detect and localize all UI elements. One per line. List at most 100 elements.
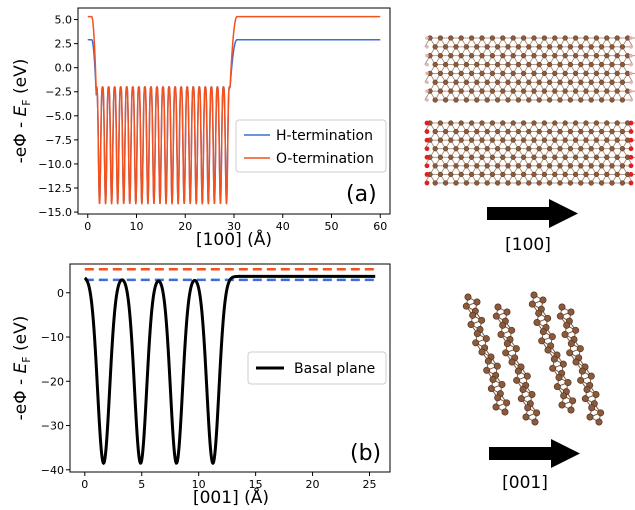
atom <box>567 79 574 85</box>
legend-basal-label: Basal plane <box>294 361 375 377</box>
atom <box>562 88 568 94</box>
atom <box>544 346 552 354</box>
atom <box>437 35 444 41</box>
atom <box>614 171 620 178</box>
atom <box>489 137 496 143</box>
atom <box>463 128 470 135</box>
atom <box>437 154 444 160</box>
atom <box>572 154 579 160</box>
atom <box>614 53 620 59</box>
atom <box>432 97 438 103</box>
atom <box>557 61 563 68</box>
atom <box>500 154 506 160</box>
atom <box>572 35 579 41</box>
atom <box>484 128 490 135</box>
panel-b-ytick-label: −20 <box>41 375 64 388</box>
atom <box>494 163 501 169</box>
atom <box>526 61 532 68</box>
atom <box>531 35 537 41</box>
atom <box>588 163 594 169</box>
atom <box>564 378 572 386</box>
atom <box>538 337 546 345</box>
atom <box>592 390 600 398</box>
atom <box>463 97 470 103</box>
atom <box>569 397 577 405</box>
panel-a-xlabel: [100] (Å) <box>196 228 272 250</box>
atom <box>514 367 522 375</box>
panel-b-xtick-label: 15 <box>249 478 263 491</box>
atom <box>482 335 490 343</box>
atom <box>552 137 558 143</box>
atom <box>572 53 579 59</box>
atom <box>437 120 444 126</box>
atom <box>588 61 594 68</box>
atom <box>604 70 610 77</box>
atom <box>572 120 579 126</box>
atom <box>458 53 464 59</box>
atom <box>553 383 561 391</box>
atom <box>453 61 459 68</box>
termination-atom <box>629 45 633 49</box>
termination-atom <box>425 62 429 67</box>
atom <box>498 380 506 388</box>
atom <box>515 180 522 186</box>
termination-atom <box>629 62 633 67</box>
termination-atom <box>628 146 634 152</box>
atom <box>552 154 558 160</box>
atom <box>508 326 516 334</box>
atom <box>512 345 520 353</box>
atom <box>531 154 537 160</box>
termination-atom <box>425 36 429 40</box>
atom <box>489 35 496 41</box>
atom <box>520 53 527 59</box>
atom <box>489 154 496 160</box>
panel-a-ticks: 0 10 20 30 40 50 60 5.0 2.5 0.0 −2.5 −5.0 −7.5 −10.0 −… <box>38 14 387 233</box>
atom <box>546 97 553 103</box>
termination-atom <box>425 89 429 93</box>
atom <box>515 163 522 169</box>
atom <box>458 154 464 160</box>
atom <box>609 163 615 169</box>
atom <box>595 418 603 426</box>
atom <box>619 146 626 152</box>
atom <box>474 128 480 135</box>
atom <box>474 163 480 169</box>
atom <box>494 44 501 50</box>
atom <box>492 312 500 320</box>
atom <box>604 171 610 178</box>
atom <box>609 97 615 103</box>
atom <box>583 35 589 41</box>
atom <box>462 302 470 310</box>
atom <box>598 97 605 103</box>
atom <box>520 88 527 94</box>
atom <box>614 88 620 94</box>
atom <box>432 163 438 169</box>
legend-h-label: H-termination <box>276 128 373 144</box>
panel-a-ytick-label: −10.0 <box>38 158 72 171</box>
atom <box>453 44 459 50</box>
atom <box>474 180 480 186</box>
atom <box>566 349 574 357</box>
atom <box>432 61 438 68</box>
atom <box>448 171 454 178</box>
atom <box>442 128 449 135</box>
atom <box>604 53 610 59</box>
panel-a-xtick-label: 50 <box>325 220 339 233</box>
atom <box>502 349 510 357</box>
atom <box>437 88 444 94</box>
atom <box>604 88 610 94</box>
atom <box>531 418 539 426</box>
atom <box>531 137 537 143</box>
atom <box>619 61 626 68</box>
atom <box>563 321 571 329</box>
atom <box>578 128 584 135</box>
atom <box>479 154 485 160</box>
atom <box>609 128 615 135</box>
atom <box>531 88 537 94</box>
atom <box>473 298 481 306</box>
atom <box>474 44 480 50</box>
atom <box>489 120 496 126</box>
atom <box>520 35 527 41</box>
atom <box>526 128 532 135</box>
panel-b-xtick-label: 5 <box>138 478 145 491</box>
